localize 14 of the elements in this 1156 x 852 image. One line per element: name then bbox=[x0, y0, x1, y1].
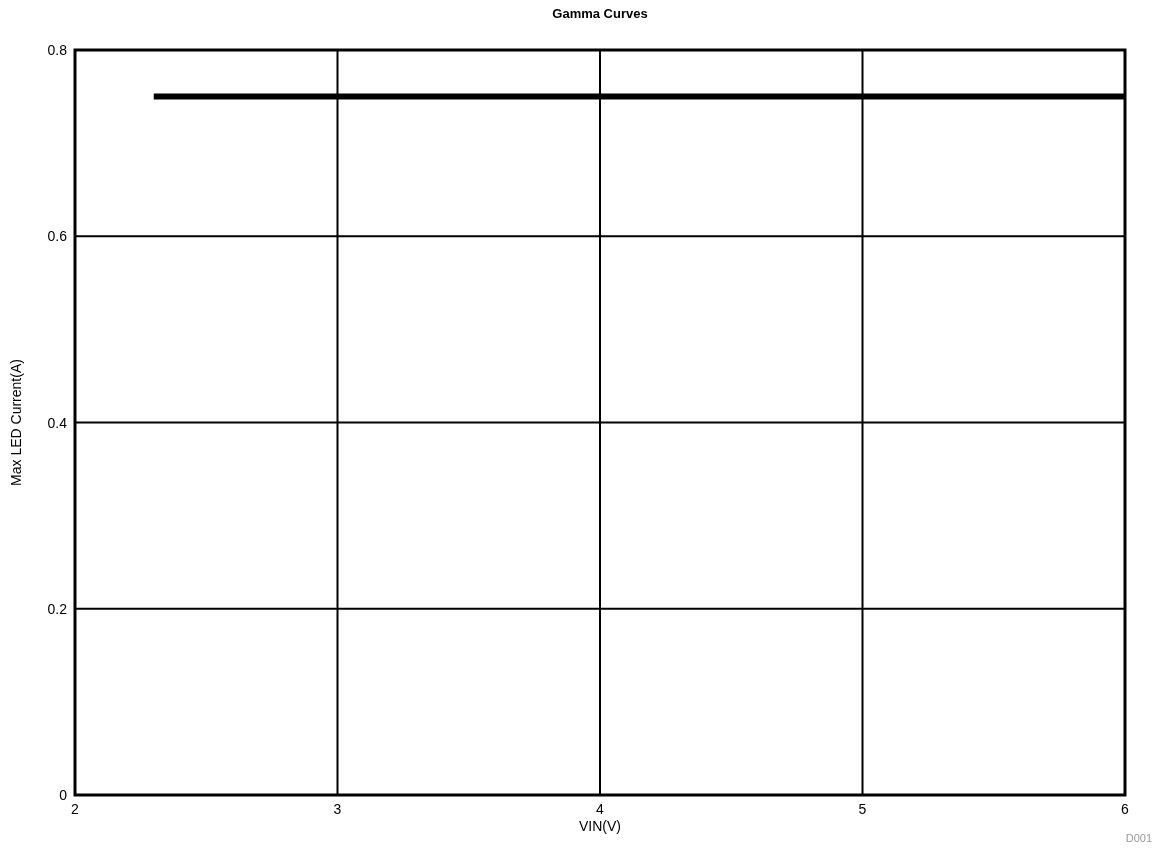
x-tick-label: 6 bbox=[1121, 801, 1130, 817]
x-axis-title: VIN(V) bbox=[579, 818, 621, 834]
y-axis-title: Max LED Current(A) bbox=[8, 359, 24, 486]
text: D001 bbox=[1125, 832, 1152, 844]
x-tick-label: 5 bbox=[858, 801, 867, 817]
y-tick-label: 0.2 bbox=[47, 600, 68, 617]
y-tick-label: 0.6 bbox=[47, 228, 68, 245]
chart-title: Gamma Curves bbox=[552, 6, 648, 21]
y-tick-label: 0 bbox=[59, 787, 68, 803]
x-tick-label: 2 bbox=[71, 801, 80, 817]
x-tick-label: 3 bbox=[333, 801, 342, 817]
y-tick-label: 0.4 bbox=[47, 414, 68, 431]
x-tick-label: 4 bbox=[596, 801, 605, 817]
y-tick-label: 0.8 bbox=[47, 42, 68, 58]
